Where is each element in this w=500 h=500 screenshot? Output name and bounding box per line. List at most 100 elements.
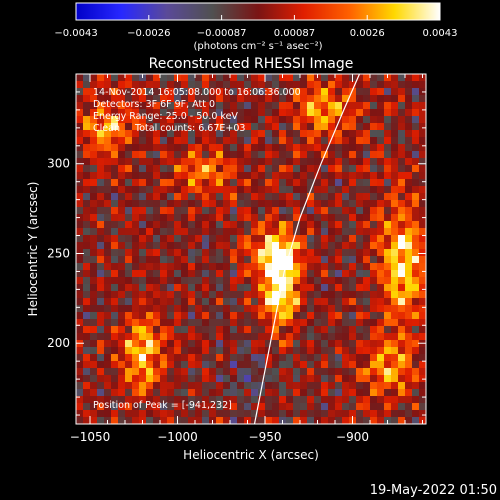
heatmap-cell (244, 375, 252, 383)
heatmap-cell (412, 116, 420, 124)
heatmap-cell (349, 228, 357, 236)
heatmap-cell (398, 235, 406, 243)
heatmap-cell (174, 354, 182, 362)
heatmap-cell (223, 375, 231, 383)
heatmap-cell (97, 277, 105, 285)
heatmap-cell (419, 179, 426, 187)
heatmap-cell (412, 109, 420, 117)
heatmap-cell (125, 340, 133, 348)
heatmap-cell (314, 221, 322, 229)
heatmap-cell (398, 389, 406, 397)
heatmap-cell (321, 95, 329, 103)
heatmap-cell (237, 326, 245, 334)
heatmap-cell (202, 151, 210, 159)
heatmap-cell (342, 249, 350, 257)
heatmap-cell (132, 298, 140, 306)
heatmap-cell (76, 263, 84, 271)
heatmap-cell (97, 305, 105, 313)
heatmap-cell (153, 284, 161, 292)
heatmap-cell (188, 375, 196, 383)
heatmap-cell (223, 207, 231, 215)
heatmap-cell (314, 382, 322, 390)
heatmap-cell (209, 340, 217, 348)
heatmap-cell (342, 361, 350, 369)
heatmap-cell (188, 186, 196, 194)
heatmap-cell (405, 102, 413, 110)
heatmap-cell (216, 333, 224, 341)
heatmap-cell (370, 158, 378, 166)
heatmap-cell (286, 228, 294, 236)
heatmap-cell (405, 207, 413, 215)
heatmap-cell (230, 165, 238, 173)
heatmap-cell (335, 242, 343, 250)
heatmap-cell (202, 270, 210, 278)
heatmap-cell (90, 270, 98, 278)
heatmap-cell (202, 102, 210, 110)
heatmap-cell (195, 88, 203, 96)
heatmap-cell (370, 81, 378, 89)
heatmap-cell (83, 312, 91, 320)
heatmap-cell (223, 214, 231, 222)
heatmap-cell (209, 95, 217, 103)
colorbar-tick-label: 0.0043 (423, 28, 458, 39)
heatmap-cell (146, 263, 154, 271)
heatmap-cell (286, 186, 294, 194)
heatmap-cell (167, 298, 175, 306)
colorbar-tick-label: −0.0043 (54, 28, 97, 39)
heatmap-cell (377, 263, 385, 271)
x-tick-label: −900 (336, 430, 369, 444)
colorbar-gradient (75, 2, 441, 21)
heatmap-cell (293, 389, 301, 397)
heatmap-cell (111, 137, 119, 145)
heatmap-cell (216, 270, 224, 278)
heatmap-cell (419, 102, 426, 110)
heatmap-cell (363, 403, 371, 411)
heatmap-cell (363, 298, 371, 306)
heatmap-cell (111, 172, 119, 180)
heatmap-cell (132, 396, 140, 404)
heatmap-cell (279, 207, 287, 215)
heatmap-cell (216, 284, 224, 292)
heatmap-cell (237, 193, 245, 201)
heatmap-cell (146, 214, 154, 222)
heatmap-cell (132, 368, 140, 376)
heatmap-cell (160, 165, 168, 173)
heatmap-cell (83, 382, 91, 390)
heatmap-cell (167, 410, 175, 418)
heatmap-cell (342, 298, 350, 306)
heatmap-cell (356, 130, 364, 138)
heatmap-cell (174, 284, 182, 292)
heatmap-cell (181, 389, 189, 397)
heatmap-cell (377, 249, 385, 257)
heatmap-cell (244, 214, 252, 222)
heatmap-cell (125, 151, 133, 159)
heatmap-cell (391, 277, 399, 285)
heatmap-cell (202, 382, 210, 390)
heatmap-cell (356, 361, 364, 369)
heatmap-cell (244, 200, 252, 208)
heatmap-cell (279, 158, 287, 166)
heatmap-cell (132, 144, 140, 152)
heatmap-cell (153, 179, 161, 187)
heatmap-cell (244, 123, 252, 131)
heatmap-cell (398, 396, 406, 404)
heatmap-cell (251, 375, 259, 383)
heatmap-cell (202, 193, 210, 201)
heatmap-cell (230, 375, 238, 383)
heatmap-cell (188, 151, 196, 159)
heatmap-cell (363, 340, 371, 348)
heatmap-cell (272, 242, 280, 250)
heatmap-cell (363, 354, 371, 362)
heatmap-cell (167, 95, 175, 103)
heatmap-cell (335, 123, 343, 131)
heatmap-cell (307, 389, 315, 397)
heatmap-cell (160, 193, 168, 201)
heatmap-cell (132, 165, 140, 173)
heatmap-cell (146, 333, 154, 341)
heatmap-cell (391, 305, 399, 313)
heatmap-cell (405, 361, 413, 369)
heatmap-cell (307, 179, 315, 187)
heatmap-cell (244, 193, 252, 201)
heatmap-cell (356, 382, 364, 390)
heatmap-cell (419, 130, 426, 138)
